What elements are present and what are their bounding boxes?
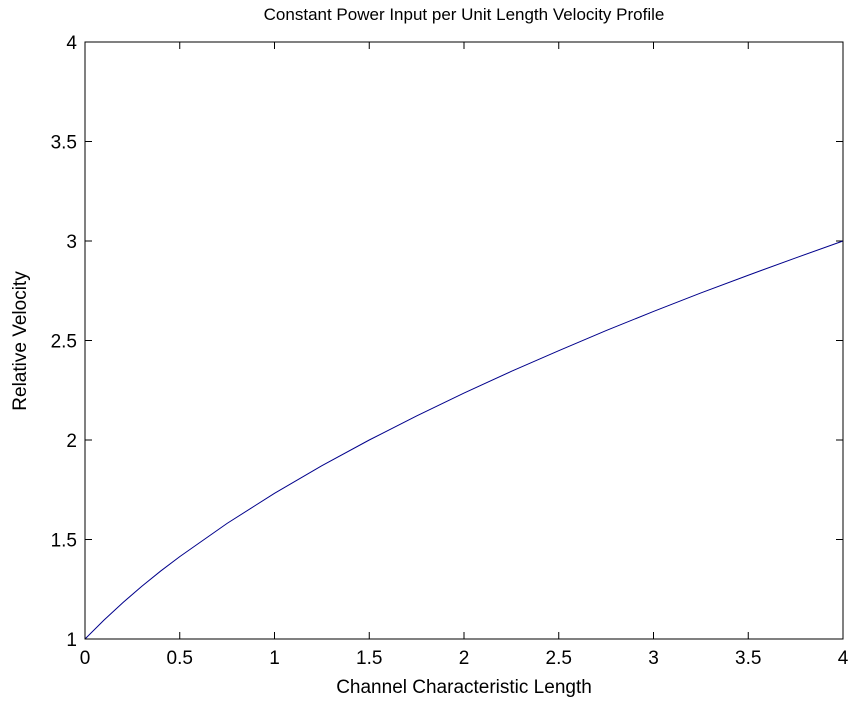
x-tick-label: 3 xyxy=(648,648,659,669)
x-tick-label: 2.5 xyxy=(546,648,572,669)
y-tick-label: 4 xyxy=(66,33,77,54)
x-tick-label: 4 xyxy=(838,648,849,669)
x-tick-label: 1.5 xyxy=(356,648,382,669)
x-tick-label: 2 xyxy=(459,648,470,669)
y-tick-label: 3.5 xyxy=(51,133,77,154)
x-axis-label: Channel Characteristic Length xyxy=(336,677,592,698)
y-tick-label: 1.5 xyxy=(51,531,77,552)
y-tick-label: 1 xyxy=(66,630,77,651)
y-tick-label: 2 xyxy=(66,431,77,452)
x-tick-label: 1 xyxy=(269,648,280,669)
x-axis-ticks: 0 0.5 1 1.5 2 2.5 3 3.5 4 xyxy=(80,42,849,669)
chart-title: Constant Power Input per Unit Length Vel… xyxy=(264,5,665,24)
x-tick-label: 3.5 xyxy=(735,648,761,669)
series-group xyxy=(84,240,844,640)
plot-frame xyxy=(84,41,844,640)
y-tick-label: 2.5 xyxy=(51,332,77,353)
y-axis-ticks: 1 1.5 2 2.5 3 3.5 4 xyxy=(51,33,843,651)
y-axis-label: Relative Velocity xyxy=(10,271,31,411)
plot-background xyxy=(85,42,843,639)
y-tick-label: 3 xyxy=(66,232,77,253)
x-tick-label: 0.5 xyxy=(167,648,193,669)
series-line xyxy=(84,240,844,640)
x-tick-label: 0 xyxy=(80,648,91,669)
